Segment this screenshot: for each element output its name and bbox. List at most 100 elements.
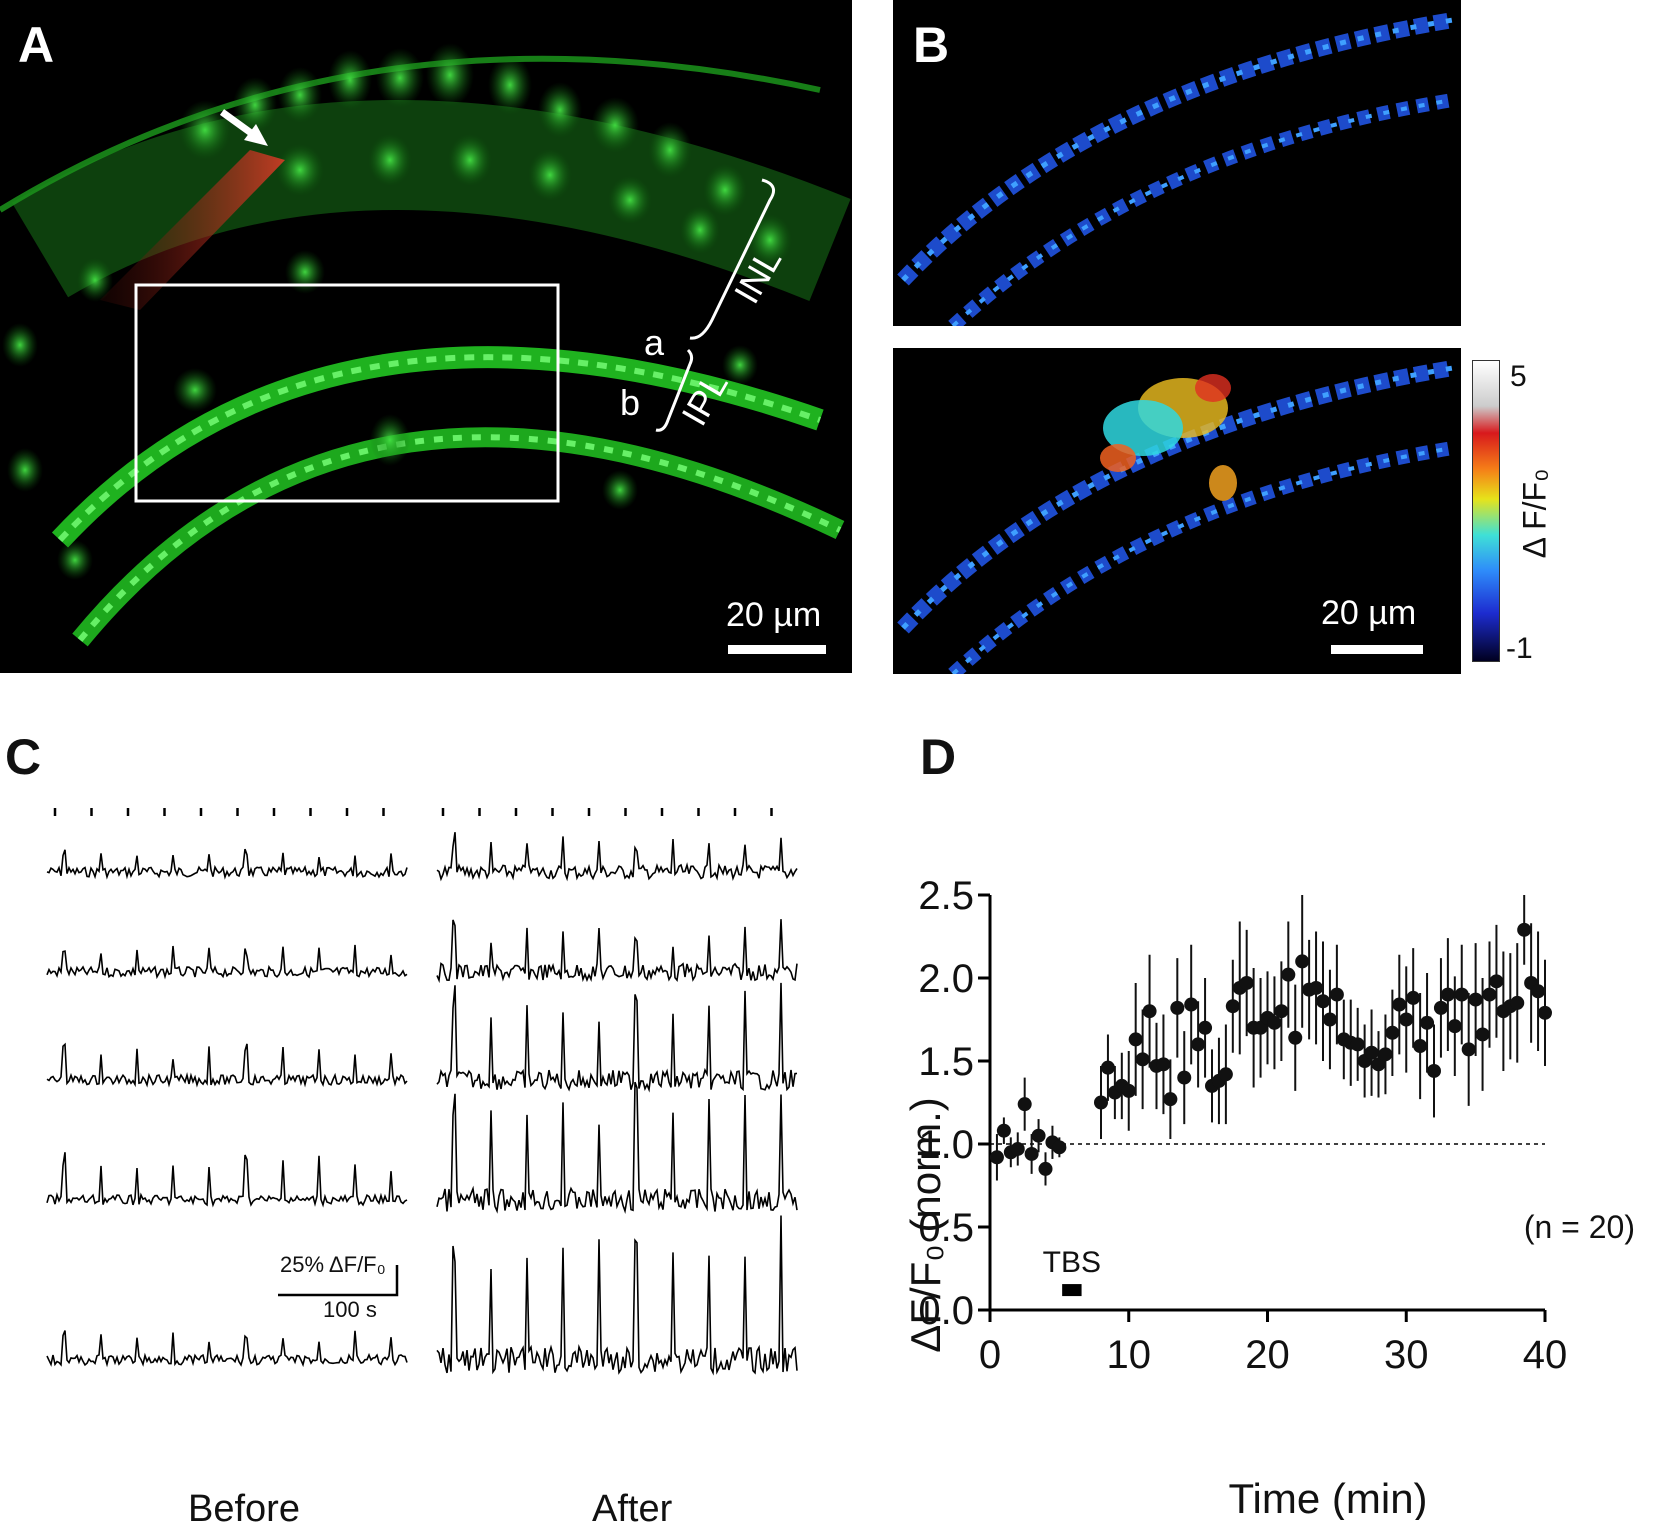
panel-a-letter: A xyxy=(18,17,55,73)
data-point xyxy=(1385,1025,1400,1040)
tbs-label: TBS xyxy=(1043,1246,1101,1279)
calcium-trace xyxy=(46,848,408,880)
colorbar-title: Δ F/F₀ xyxy=(1516,468,1553,559)
data-point xyxy=(1038,1161,1053,1176)
data-point xyxy=(1413,1039,1428,1054)
stimulus-ticks xyxy=(53,808,773,816)
colorbar xyxy=(1472,360,1500,662)
y-tick-label: 0.5 xyxy=(918,1206,974,1250)
x-tick-label: 10 xyxy=(1107,1333,1152,1377)
data-point xyxy=(1198,1020,1213,1035)
data-point xyxy=(996,1123,1011,1138)
data-point xyxy=(1128,1032,1143,1047)
y-tick-label: 2.0 xyxy=(918,957,974,1001)
calcium-trace xyxy=(436,1081,798,1214)
x-tick-label: 0 xyxy=(979,1333,1001,1377)
data-point xyxy=(989,1150,1004,1165)
tbs-bar xyxy=(1062,1284,1082,1297)
calcium-trace xyxy=(46,1330,408,1368)
calcium-trace xyxy=(46,944,408,980)
y-tick-label: 0.0 xyxy=(918,1289,974,1333)
data-point xyxy=(1392,997,1407,1012)
colorbar-max-label: 5 xyxy=(1510,360,1527,393)
data-point xyxy=(1468,992,1483,1007)
data-point xyxy=(1031,1128,1046,1143)
data-point xyxy=(1170,1000,1185,1015)
calcium-trace xyxy=(436,919,798,984)
data-point xyxy=(1094,1095,1108,1110)
data-point xyxy=(1371,1057,1386,1072)
calcium-trace xyxy=(46,1042,408,1088)
data-point xyxy=(1427,1063,1441,1078)
data-point xyxy=(1433,1000,1448,1015)
data-point xyxy=(1475,1027,1490,1042)
data-point xyxy=(1239,975,1254,990)
scale-bar-b-label: 20 µm xyxy=(1321,594,1417,632)
data-point xyxy=(1440,987,1455,1002)
data-point xyxy=(1017,1097,1032,1112)
dff-map-before xyxy=(897,12,1455,326)
data-point xyxy=(1100,1060,1115,1075)
data-point xyxy=(1024,1146,1039,1161)
data-point xyxy=(1274,1004,1289,1019)
data-point xyxy=(1538,1005,1552,1020)
data-point xyxy=(1454,987,1469,1002)
data-point xyxy=(1309,980,1324,995)
trace-scale-bar xyxy=(278,1265,399,1297)
data-point xyxy=(1461,1042,1476,1057)
traces-before xyxy=(46,848,408,1368)
stratum-b-label: b xyxy=(620,382,641,423)
data-point xyxy=(1350,1037,1365,1052)
panel-b-top-image: B xyxy=(893,0,1461,326)
data-point xyxy=(1163,1092,1178,1107)
scale-bar-a-label: 20 µm xyxy=(726,596,822,634)
chart-axes: 0.0 0.5 1.0 1.5 2.0 2.5 0 10 20 30 40 xyxy=(918,874,1567,1377)
calcium-trace xyxy=(46,1152,408,1208)
data-point xyxy=(1225,999,1240,1014)
chart-d: 0.0 0.5 1.0 1.5 2.0 2.5 0 10 20 30 40 Time (min) Δ… xyxy=(902,874,1635,1520)
data-point xyxy=(1517,922,1532,937)
data-point xyxy=(1364,1045,1379,1060)
calcium-trace xyxy=(436,982,798,1093)
before-label: Before xyxy=(188,1488,300,1530)
data-point xyxy=(1253,1020,1268,1035)
data-point xyxy=(1531,984,1546,999)
data-point xyxy=(1489,974,1504,989)
data-point xyxy=(1295,954,1310,969)
dff-map-after xyxy=(897,360,1455,674)
panel-c-letter: C xyxy=(5,729,42,785)
x-axis-label: Time (min) xyxy=(1228,1475,1427,1520)
data-point xyxy=(1316,994,1330,1009)
data-point xyxy=(1184,997,1199,1012)
data-point xyxy=(1177,1070,1192,1085)
x-tick-label: 40 xyxy=(1523,1333,1568,1377)
data-point xyxy=(1482,987,1497,1002)
y-axis-label: ΔF/F₀ (norm.) xyxy=(902,1097,949,1352)
y-tick-label: 1.5 xyxy=(918,1040,974,1084)
data-point xyxy=(1218,1067,1233,1082)
data-point xyxy=(1135,1052,1150,1067)
scale-y-label: 25% ΔF/F₀ xyxy=(280,1252,386,1277)
scale-bar-b xyxy=(1331,645,1423,654)
data-point xyxy=(1406,990,1421,1005)
panel-b-bottom-image: 20 µm xyxy=(893,348,1461,674)
data-point xyxy=(1191,1037,1206,1052)
calcium-trace xyxy=(436,832,798,882)
y-tick-label: 2.5 xyxy=(918,874,974,918)
retina-fluorescence-image xyxy=(0,43,851,647)
data-point xyxy=(1010,1141,1025,1156)
data-point xyxy=(1510,995,1525,1010)
data-point xyxy=(1447,1019,1462,1034)
data-point xyxy=(1281,967,1296,982)
data-point xyxy=(1142,1004,1157,1019)
stratum-a-label: a xyxy=(644,322,665,363)
colorbar-min-label: -1 xyxy=(1506,632,1533,665)
data-point xyxy=(1267,1015,1282,1030)
panel-d-letter: D xyxy=(920,729,957,785)
data-point xyxy=(1399,1012,1414,1027)
chart-points xyxy=(989,895,1552,1186)
scale-x-label: 100 s xyxy=(323,1297,377,1322)
n-annotation: (n = 20) xyxy=(1524,1209,1635,1245)
data-point xyxy=(1329,987,1344,1002)
panel-a-image: A INL IPL a b 20 µm xyxy=(0,0,852,673)
